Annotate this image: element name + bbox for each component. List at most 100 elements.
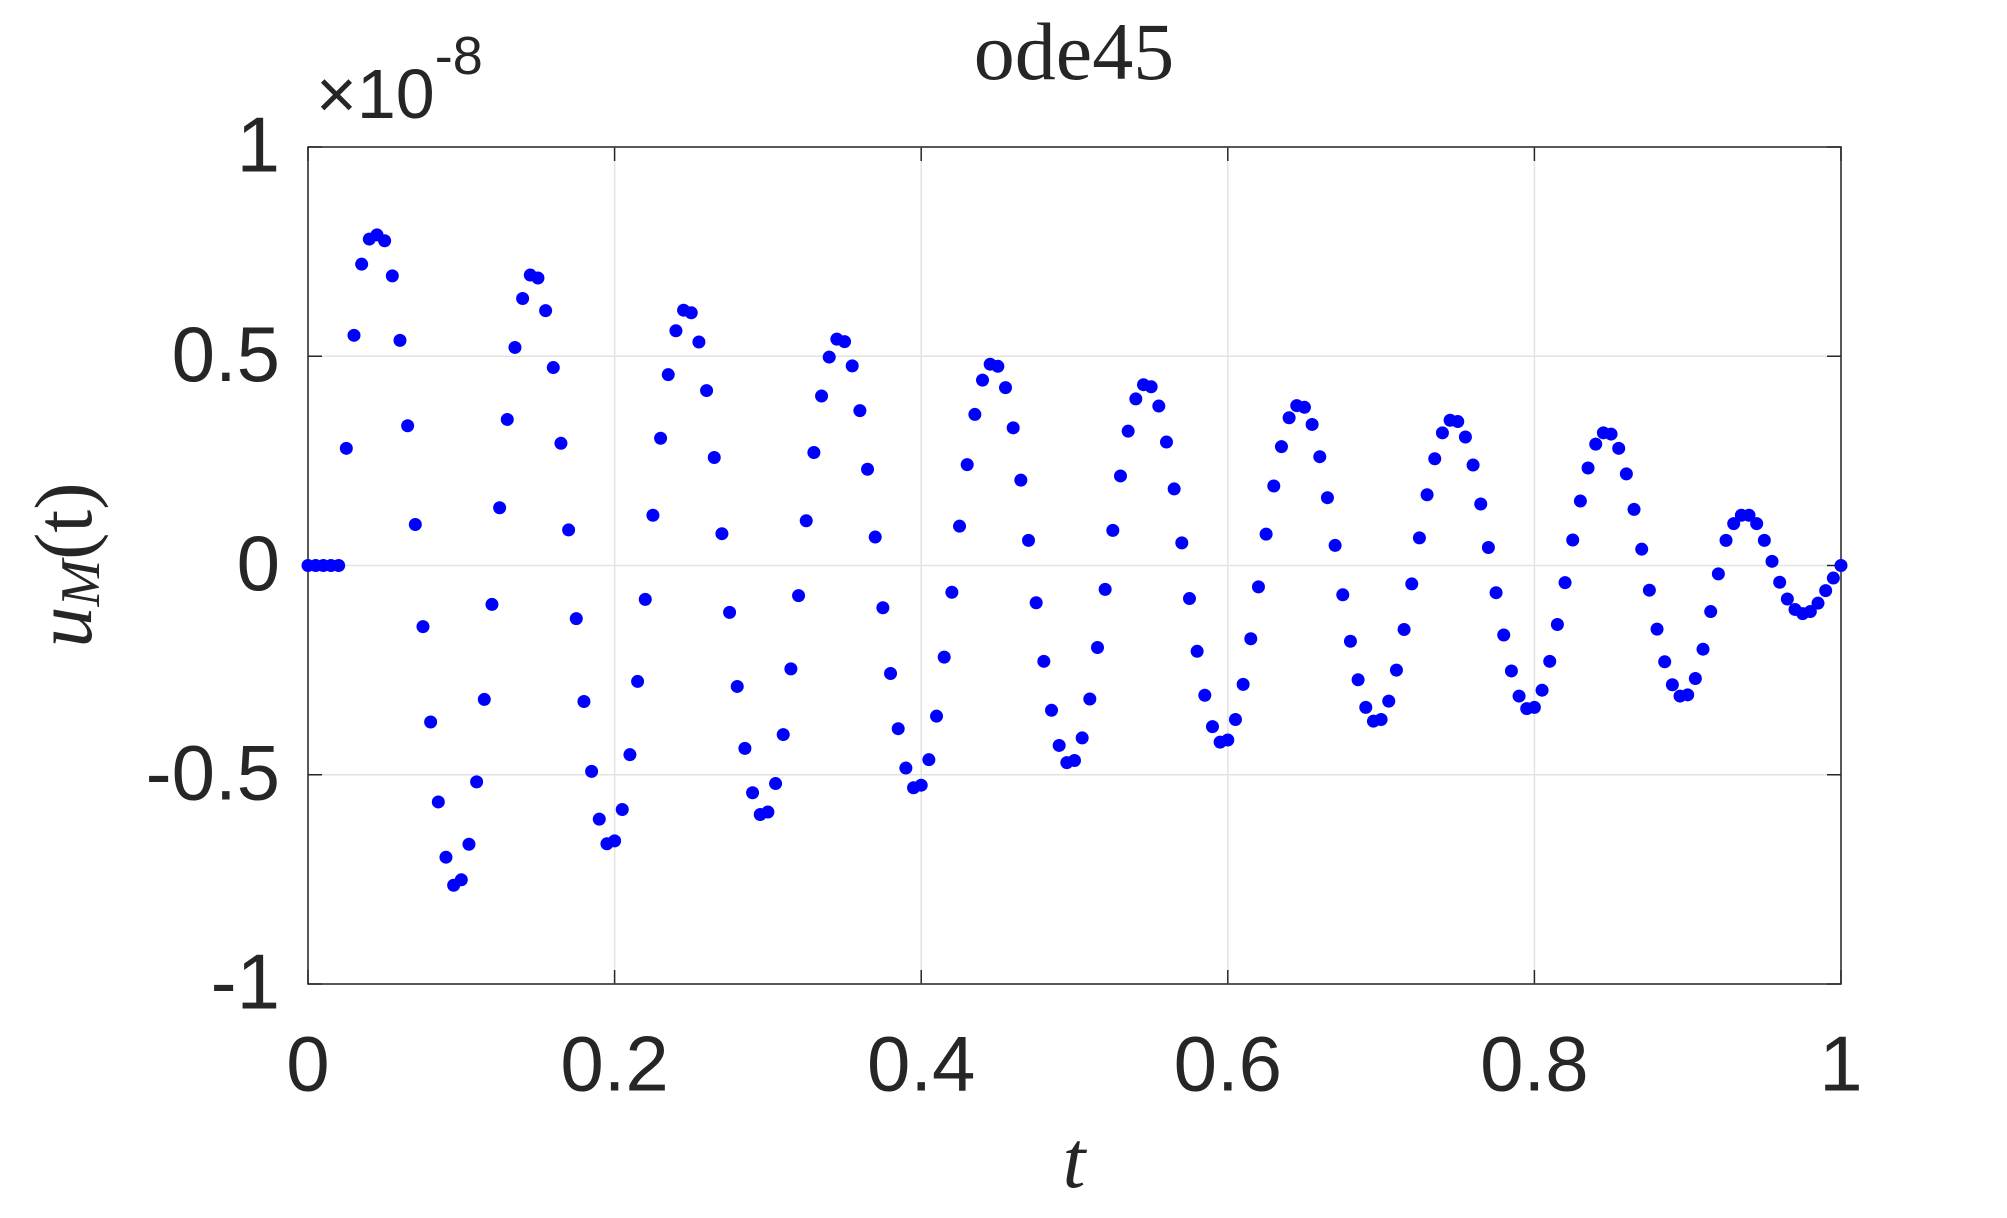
point — [585, 764, 599, 778]
point — [401, 419, 415, 433]
point — [1190, 644, 1204, 658]
point — [1780, 592, 1794, 606]
point — [730, 679, 744, 693]
point — [424, 715, 438, 729]
point — [1068, 754, 1081, 768]
point — [838, 335, 852, 349]
point — [1566, 533, 1580, 547]
point — [1550, 618, 1564, 632]
point — [1650, 622, 1664, 636]
x-tick-label: 0.4 — [867, 1020, 975, 1108]
point — [669, 324, 683, 338]
point — [1075, 731, 1089, 745]
point — [347, 328, 361, 342]
point — [1589, 437, 1603, 451]
point — [608, 834, 622, 848]
point — [1558, 576, 1572, 590]
y-tick-label: 1 — [237, 101, 280, 189]
point — [707, 451, 721, 465]
point — [1305, 417, 1319, 431]
y-axis-label: uM(t) — [18, 482, 112, 647]
point — [1129, 392, 1143, 406]
point — [1428, 452, 1442, 466]
point — [799, 514, 813, 528]
point — [1727, 517, 1741, 531]
point — [1228, 713, 1242, 727]
point — [1351, 673, 1365, 687]
point — [485, 597, 499, 611]
point — [899, 761, 913, 775]
point — [615, 802, 629, 816]
y-tick-label: -1 — [211, 938, 280, 1026]
point — [661, 368, 675, 382]
point — [861, 462, 875, 476]
point — [922, 753, 936, 767]
point — [546, 361, 560, 375]
point — [439, 850, 453, 864]
point — [1022, 533, 1036, 547]
point — [1405, 577, 1419, 591]
point — [1420, 488, 1434, 502]
point — [1619, 467, 1633, 481]
point — [477, 692, 491, 706]
point — [1658, 655, 1672, 669]
point — [1412, 531, 1426, 545]
point — [822, 350, 836, 364]
point — [1198, 688, 1212, 702]
point — [868, 530, 882, 544]
multiplier-base: ×10 — [316, 55, 435, 133]
point — [1604, 427, 1618, 441]
point — [1159, 435, 1173, 449]
point — [1765, 554, 1779, 568]
point — [715, 527, 729, 541]
point — [1627, 502, 1641, 516]
point — [654, 431, 668, 445]
point — [807, 446, 821, 460]
point — [1711, 567, 1725, 581]
x-tick-label: 0.8 — [1480, 1020, 1588, 1108]
point — [1297, 400, 1311, 414]
point — [1328, 538, 1342, 552]
point — [1205, 720, 1219, 734]
point — [462, 837, 476, 851]
point — [968, 407, 982, 421]
point — [853, 404, 867, 418]
point — [1144, 380, 1158, 394]
y-tick-label: -0.5 — [146, 728, 280, 816]
point — [1803, 605, 1817, 619]
point — [1098, 582, 1112, 596]
point — [1006, 421, 1020, 435]
point — [1320, 491, 1334, 505]
point — [1359, 700, 1373, 714]
point — [531, 271, 545, 285]
point — [1773, 575, 1787, 589]
point — [700, 384, 714, 398]
point — [508, 340, 522, 354]
chart-title: ode45 — [974, 6, 1174, 97]
point — [1635, 542, 1649, 556]
point — [1719, 533, 1733, 547]
multiplier-exponent: -8 — [435, 26, 483, 86]
point — [1083, 692, 1097, 706]
point — [332, 559, 346, 572]
y-label-tail: (t) — [18, 482, 109, 559]
point — [1750, 517, 1764, 531]
point — [1389, 663, 1403, 677]
point — [1681, 688, 1695, 702]
point — [1696, 642, 1710, 656]
point — [646, 508, 660, 522]
point — [1573, 494, 1587, 508]
point — [1834, 559, 1848, 572]
point — [1336, 588, 1350, 602]
point — [1221, 733, 1235, 747]
point — [539, 304, 553, 318]
point — [1374, 713, 1388, 727]
point — [746, 786, 760, 800]
point — [976, 373, 990, 387]
point — [815, 389, 829, 403]
point — [385, 269, 399, 283]
point — [1826, 571, 1840, 585]
point — [577, 695, 591, 709]
point — [1014, 473, 1028, 487]
